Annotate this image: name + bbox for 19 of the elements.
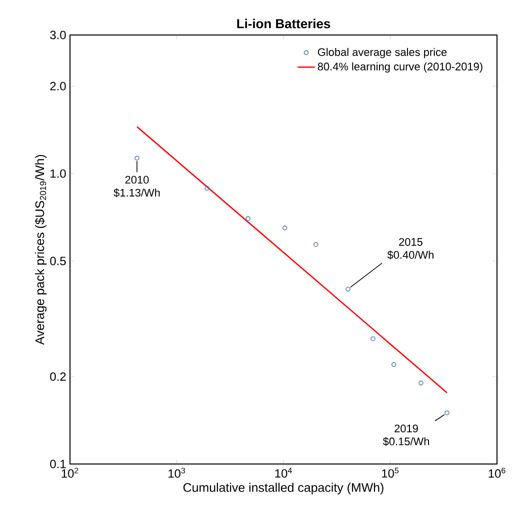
legend-label: 80.4% learning curve (2010-2019)	[318, 62, 482, 73]
annotation: 2019 $0.15/Wh	[382, 424, 429, 446]
y-tick-label: 1.0	[50, 169, 66, 178]
x-axis-title: Cumulative installed capacity (MWh)	[183, 482, 384, 494]
y-tick-label: 2.0	[50, 82, 66, 90]
annotation: 2015 $0.40/Wh	[387, 238, 434, 260]
y-tick-label: 3.0	[50, 30, 66, 40]
legend-label: Global average sales price	[318, 48, 447, 58]
y-tick-label: 0.1	[50, 460, 66, 468]
y-tick-label: 0.5	[50, 256, 66, 266]
y-axis-title: Average pack prices ($US$_{2019}$/Wh)	[34, 154, 47, 345]
x-tick-label: 10$^{3}$	[168, 468, 186, 478]
x-tick-label: 10$^{2}$	[62, 468, 78, 478]
y-tick-label: 0.2	[50, 372, 66, 381]
x-tick-label: 10$^{6}$	[488, 468, 506, 478]
chart-title: Li-ion Batteries	[237, 18, 330, 28]
annotation: 2010 $1.13/Wh	[114, 176, 160, 198]
x-tick-label: 10$^{5}$	[382, 468, 399, 478]
x-tick-label: 10$^{4}$	[275, 468, 292, 478]
